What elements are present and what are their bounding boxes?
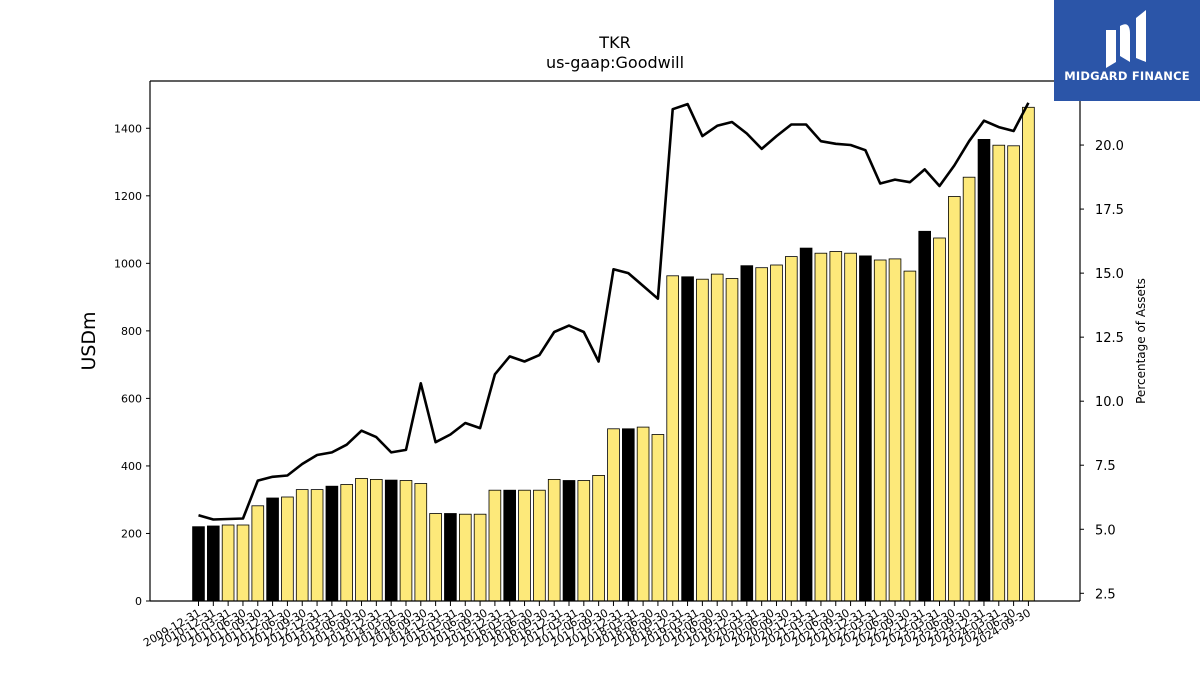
bar [1007, 145, 1020, 602]
bar [206, 525, 220, 602]
bar [251, 505, 265, 602]
bar [414, 483, 428, 602]
bar [266, 497, 279, 602]
bar [977, 138, 991, 602]
bar [710, 273, 724, 602]
bar [607, 428, 620, 602]
bar [962, 176, 976, 602]
bar [295, 489, 309, 602]
line-group [198, 102, 1030, 521]
brand-logo: MIDGARD FINANCE [1054, 0, 1200, 101]
y2-tick-label: 10.0 [1095, 395, 1124, 410]
bar [725, 278, 739, 602]
logo-mark-icon [1106, 10, 1146, 68]
bar [918, 230, 931, 602]
bar [829, 251, 843, 602]
axes-group: 0 200 400 600 800 1000 1200 1400 2.5 5.0 7.5 10.0 12… [114, 80, 1124, 650]
bar [785, 256, 798, 602]
bar [1022, 106, 1035, 602]
bar [473, 513, 487, 602]
bar [992, 144, 1006, 602]
y2-axis-label: Percentage of Assets [1134, 278, 1148, 404]
bar [799, 247, 813, 602]
bar [444, 513, 457, 602]
chart-title: TKR [598, 33, 630, 52]
bar [488, 489, 502, 602]
bar [518, 489, 531, 602]
bar [369, 478, 383, 602]
bar [547, 478, 561, 602]
bar [888, 258, 902, 602]
y2-tick-label: 7.5 [1095, 459, 1116, 474]
bar [503, 489, 516, 602]
bar [696, 278, 709, 602]
bar [399, 480, 413, 602]
bar [755, 267, 768, 602]
bar [770, 264, 783, 602]
bar [740, 265, 754, 602]
bar [236, 524, 250, 602]
y-tick-label: 800 [121, 325, 142, 338]
logo-text: MIDGARD FINANCE [1064, 69, 1190, 83]
y-tick-label: 200 [121, 527, 142, 540]
bar [622, 428, 635, 602]
bar [681, 276, 694, 602]
bar [325, 485, 339, 602]
percentage-line [198, 102, 1030, 521]
bar [844, 252, 857, 602]
bar [562, 480, 576, 602]
bar [948, 196, 961, 602]
bar [355, 477, 368, 602]
bar [221, 524, 235, 602]
bar [903, 270, 917, 602]
bar [429, 513, 442, 602]
bar [666, 275, 679, 602]
y2-tick-label: 12.5 [1095, 331, 1124, 346]
y2-tick-label: 17.5 [1095, 203, 1124, 218]
y-tick-label: 1000 [114, 257, 142, 270]
y-tick-label: 0 [135, 595, 142, 608]
bar [859, 255, 872, 602]
y2-tick-label: 15.0 [1095, 267, 1124, 282]
bar [192, 526, 205, 602]
chart-subtitle: us-gaap:Goodwill [546, 53, 684, 72]
y2-tick-label: 5.0 [1095, 523, 1116, 538]
bar [592, 474, 605, 602]
bars-group [192, 106, 1035, 602]
y2-tick-label: 20.0 [1095, 139, 1124, 154]
y-tick-label: 400 [121, 460, 142, 473]
bar [577, 480, 591, 602]
y-axis-label: USDm [78, 311, 100, 370]
bar [814, 252, 828, 602]
y-tick-label: 1400 [114, 122, 142, 135]
y-tick-label: 1200 [114, 190, 142, 203]
bar [310, 489, 324, 602]
y-tick-label: 600 [121, 392, 142, 405]
bar [933, 237, 946, 602]
bar [458, 513, 472, 602]
bar [651, 434, 665, 602]
bar [533, 489, 546, 602]
bar [340, 484, 353, 602]
bar [384, 479, 398, 602]
bar [636, 426, 650, 602]
bar [873, 259, 887, 602]
bar [281, 496, 294, 602]
y2-tick-label: 2.5 [1095, 587, 1116, 602]
